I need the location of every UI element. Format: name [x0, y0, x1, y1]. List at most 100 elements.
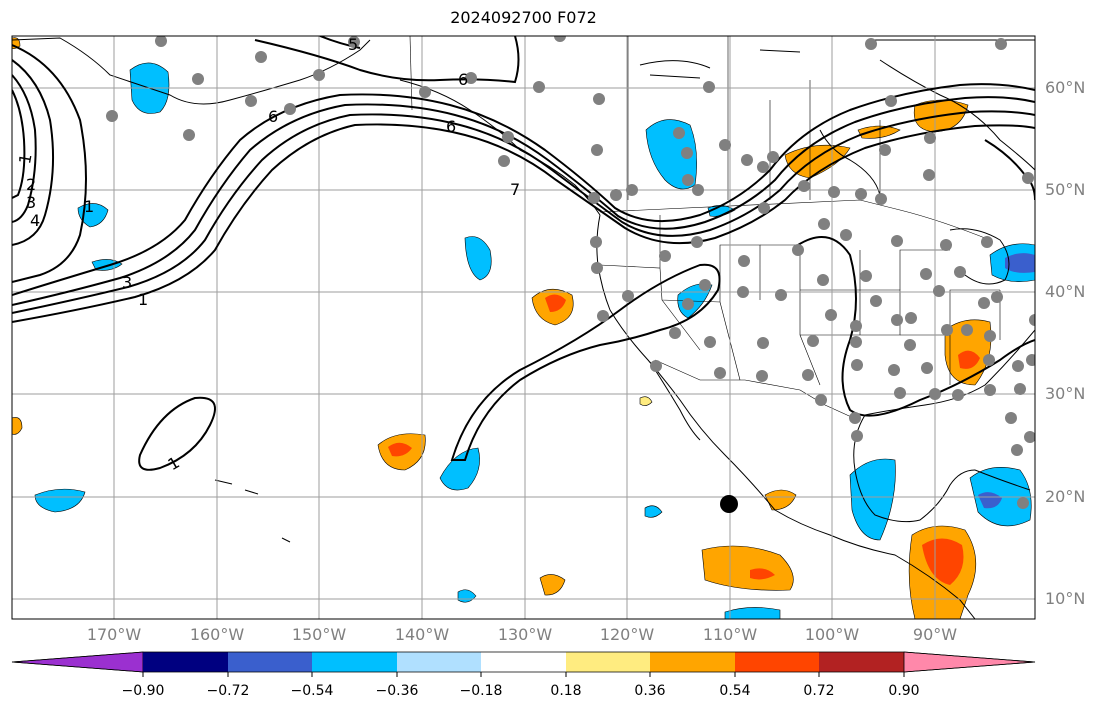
- colorbar-segment: [143, 652, 228, 672]
- shade-neg-strong: [1005, 253, 1035, 273]
- contour-label: 1: [138, 290, 148, 309]
- station-dot: [991, 291, 1003, 303]
- colorbar-tick-label: −0.72: [206, 683, 250, 699]
- latitude-label: 30°N: [1045, 384, 1086, 403]
- station-dot: [1029, 314, 1035, 326]
- latitude-label: 20°N: [1045, 487, 1086, 506]
- station-dot: [818, 218, 830, 230]
- storm-marker: [720, 495, 738, 513]
- map-plot-area: 1 2 3 4 1 3 1 6 6 5 6 7 1: [12, 35, 1035, 619]
- station-dot: [704, 336, 716, 348]
- station-dot: [554, 36, 566, 42]
- contour-jet-1: [12, 83, 1035, 296]
- contour-label: 6: [458, 70, 468, 89]
- station-dot: [741, 154, 753, 166]
- contour-west-3: [12, 89, 26, 199]
- shade-pos-weak: [639, 396, 653, 406]
- shade-neg: [849, 458, 896, 541]
- station-dot: [1005, 412, 1017, 424]
- colorbar-segment: [397, 652, 481, 672]
- station-dot: [419, 86, 431, 98]
- station-dot: [659, 250, 671, 262]
- border-us-mexico: [654, 359, 859, 421]
- contour-baja-loop: [450, 263, 721, 461]
- latitude-label: 40°N: [1045, 282, 1086, 301]
- map-title: 2024092700 F072: [450, 8, 597, 27]
- colorbar-segment: [312, 652, 397, 672]
- station-dot: [933, 285, 945, 297]
- colorbar-tick-label: 0.72: [803, 683, 835, 699]
- station-dot: [465, 72, 477, 84]
- colorbar-segment: [481, 652, 566, 672]
- shade-pos-strong: [958, 350, 980, 369]
- station-dot: [255, 51, 267, 63]
- station-dot: [885, 95, 897, 107]
- border-states-central: [760, 244, 901, 386]
- station-dot: [894, 387, 906, 399]
- contour-label: 5: [348, 35, 358, 54]
- station-dot: [498, 155, 510, 167]
- station-dot: [502, 131, 514, 143]
- contour-west-1: [12, 59, 55, 246]
- station-dot: [348, 36, 360, 48]
- longitude-label: 160°W: [189, 625, 245, 644]
- station-dot: [593, 93, 605, 105]
- station-dot: [691, 236, 703, 248]
- station-dot: [192, 73, 204, 85]
- station-dot: [622, 290, 634, 302]
- station-dot: [597, 310, 609, 322]
- station-dot: [775, 289, 787, 301]
- station-dot: [1012, 360, 1024, 372]
- border-us-canada: [599, 199, 991, 241]
- contour-central-us: [797, 236, 1035, 417]
- contour-label: 6: [268, 107, 278, 126]
- coast-arctic-islands: [639, 49, 801, 79]
- shade-pos-strong: [388, 442, 412, 457]
- shade-pos: [764, 489, 797, 511]
- contour-jet-2: [12, 96, 1035, 306]
- coast-baja: [649, 361, 701, 441]
- contour-label: 3: [26, 193, 36, 212]
- station-dot: [673, 127, 685, 139]
- longitude-label: 140°W: [394, 625, 450, 644]
- station-dot: [905, 312, 917, 324]
- station-dot: [888, 364, 900, 376]
- station-dot: [626, 184, 638, 196]
- shade-neg: [34, 488, 86, 513]
- contour-label: 6: [446, 117, 456, 136]
- station-dot: [591, 144, 603, 156]
- station-dot: [981, 236, 993, 248]
- border-canada-provinces: [627, 36, 881, 200]
- latitude-label: 10°N: [1045, 589, 1086, 608]
- station-dot: [923, 169, 935, 181]
- shade-neg: [724, 607, 781, 619]
- station-dot: [904, 339, 916, 351]
- station-dot: [699, 279, 711, 291]
- longitude-label: 150°W: [291, 625, 347, 644]
- station-dot: [952, 389, 964, 401]
- station-dot: [798, 180, 810, 192]
- station-dot: [1024, 431, 1035, 443]
- station-dot: [682, 298, 694, 310]
- latitude-label: 60°N: [1045, 78, 1086, 97]
- station-dot: [792, 244, 804, 256]
- station-dot: [850, 336, 862, 348]
- station-dot: [591, 262, 603, 274]
- colorbar-tick-label: −0.90: [121, 683, 165, 699]
- station-dot: [961, 324, 973, 336]
- station-dot: [682, 174, 694, 186]
- station-dot: [756, 370, 768, 382]
- longitude-label: 100°W: [804, 625, 860, 644]
- coast-west-us: [596, 214, 976, 619]
- shade-neg: [464, 236, 492, 281]
- coast-hudson: [819, 129, 881, 196]
- contour-label: 1: [15, 152, 35, 165]
- plot-frame: [11, 35, 1036, 620]
- station-dot: [802, 369, 814, 381]
- contour-north-6: [254, 36, 520, 84]
- station-dot: [983, 354, 995, 366]
- colorbar-tick-label: 0.90: [888, 683, 920, 699]
- colorbar-tick-label: −0.36: [375, 683, 419, 699]
- colorbar-segment: [228, 652, 312, 672]
- contour-west-outer: [12, 44, 87, 283]
